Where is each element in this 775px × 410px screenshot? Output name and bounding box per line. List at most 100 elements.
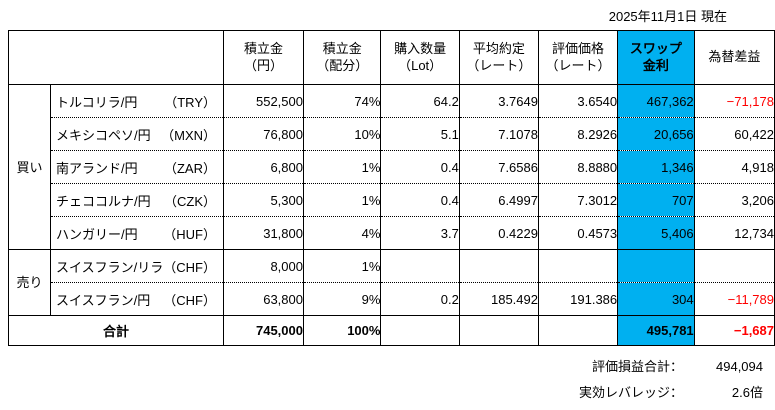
section-cell: 買い	[7, 84, 51, 250]
swap-cell: 5,406	[617, 216, 695, 250]
avg-rate-cell: 185.492	[458, 282, 539, 316]
fx-cell: 60,422	[693, 117, 775, 151]
currency-cell: トルコリラ/円 （TRY）	[50, 84, 224, 118]
amount-cell: 63,800	[223, 282, 304, 316]
total-row: 合計 745,000 100% 495,781 −1,687	[8, 315, 775, 346]
currency-code: （CHF）	[163, 292, 216, 308]
currency-code: （HUF）	[163, 226, 216, 242]
amount-cell: 6,800	[223, 150, 304, 184]
summary-block: 評価損益合計： 494,094 実効レバレッジ： 2.6倍	[579, 354, 763, 406]
header-lot: 購入数量 （Lot）	[380, 30, 460, 85]
summary-label-eval-pl: 評価損益合計：	[591, 359, 683, 374]
fx-cell: −71,178	[693, 84, 775, 118]
currency-name: トルコリラ/円	[56, 94, 138, 110]
avg-rate-cell: 3.7649	[458, 84, 539, 118]
section-cell: 売り	[7, 249, 51, 316]
alloc-cell: 74%	[302, 84, 381, 118]
table-row: ハンガリー/円 （HUF） 31,800 4% 3.7 0.4229 0.4573 5,406…	[9, 216, 775, 250]
currency-code: （ZAR）	[163, 160, 216, 176]
currency-pair: トルコリラ/円 （TRY）	[52, 92, 223, 111]
currency-name: 南アランド/円	[56, 160, 138, 176]
fx-cell: 12,734	[693, 216, 775, 250]
amount-cell: 76,800	[223, 117, 304, 151]
lot-cell: 0.2	[380, 282, 460, 316]
total-label-cell: 合計	[8, 315, 224, 346]
currency-code: （TRY）	[164, 94, 216, 110]
summary-label-leverage: 実効レバレッジ：	[578, 385, 683, 400]
avg-rate-cell: 6.4997	[458, 183, 539, 217]
section-label: 買い	[16, 159, 43, 175]
header-tsumitate-yen: 積立金 （円）	[223, 30, 304, 85]
summary-row-eval-pl: 評価損益合計： 494,094	[579, 354, 763, 380]
amount-cell: 5,300	[223, 183, 304, 217]
alloc-cell: 4%	[302, 216, 381, 250]
fx-cell: −11,789	[693, 282, 775, 316]
header-swap: スワップ 金利	[617, 30, 695, 85]
swap-cell: 467,362	[617, 84, 695, 118]
fx-cell: 4,918	[693, 150, 775, 184]
currency-cell: チェココルナ/円 （CZK）	[50, 183, 224, 217]
table-row: 買い トルコリラ/円 （TRY） 552,500 74% 64.2 3.7649 3.6540…	[7, 84, 775, 250]
eval-rate-cell	[537, 249, 618, 283]
investment-table: 積立金 （円） 積立金 （配分） 購入数量 （Lot） 平均約定 （レート） 評価価格 （レート）…	[7, 30, 775, 346]
currency-pair: メキシコペソ/円 （MXN）	[52, 125, 223, 144]
table-row: チェココルナ/円 （CZK） 5,300 1% 0.4 6.4997 7.3012 707 3,…	[9, 183, 775, 217]
header-eval-rate: 評価価格 （レート）	[537, 30, 618, 85]
currency-code: （MXN）	[161, 127, 216, 143]
currency-code: （CZK）	[163, 193, 216, 209]
section-label: 売り	[16, 275, 43, 290]
alloc-cell: 1%	[302, 150, 381, 184]
header-row: 積立金 （円） 積立金 （配分） 購入数量 （Lot） 平均約定 （レート） 評価価格 （レート）…	[8, 30, 775, 85]
header-avg-rate: 平均約定 （レート）	[458, 30, 539, 85]
avg-rate-cell	[458, 249, 539, 283]
currency-name: ハンガリー/円	[56, 226, 138, 242]
total-eval-rate-cell	[537, 315, 618, 346]
avg-rate-cell: 0.4229	[458, 216, 539, 250]
header-tsumitate-haibun: 積立金 （配分）	[302, 30, 381, 85]
currency-pair: スイスフラン/円 （CHF）	[52, 290, 223, 309]
table-row: スイスフラン/円 （CHF） 63,800 9% 0.2 185.492 191.386 30…	[9, 282, 775, 316]
total-alloc-cell: 100%	[302, 315, 381, 346]
swap-cell: 1,346	[617, 150, 695, 184]
currency-name: メキシコペソ/円	[56, 127, 151, 143]
lot-cell: 5.1	[380, 117, 460, 151]
avg-rate-cell: 7.1078	[458, 117, 539, 151]
lot-cell: 3.7	[380, 216, 460, 250]
amount-cell: 552,500	[223, 84, 304, 118]
total-avg-rate-cell	[458, 315, 539, 346]
fx-cell	[693, 249, 775, 283]
swap-cell	[617, 249, 695, 283]
alloc-cell: 9%	[302, 282, 381, 316]
eval-rate-cell: 7.3012	[537, 183, 618, 217]
table-row: 売り スイスフラン/リラ （CHF） 8,000 1%	[7, 249, 775, 316]
alloc-cell: 10%	[302, 117, 381, 151]
eval-rate-cell: 3.6540	[537, 84, 618, 118]
summary-value-leverage: 2.6倍	[731, 385, 763, 400]
as-of-date: 2025年11月1日 現在	[608, 9, 727, 24]
amount-cell: 31,800	[223, 216, 304, 250]
currency-cell: メキシコペソ/円 （MXN）	[50, 117, 224, 151]
eval-rate-cell: 8.8880	[537, 150, 618, 184]
currency-name: スイスフラン/円	[56, 292, 151, 308]
lot-cell: 64.2	[380, 84, 460, 118]
swap-cell: 707	[617, 183, 695, 217]
currency-pair: 南アランド/円 （ZAR）	[52, 158, 223, 177]
avg-rate-cell: 7.6586	[458, 150, 539, 184]
lot-cell	[380, 249, 460, 283]
total-amount-cell: 745,000	[223, 315, 304, 346]
currency-pair: ハンガリー/円 （HUF）	[52, 224, 223, 243]
summary-value-eval-pl: 494,094	[716, 359, 763, 374]
alloc-cell: 1%	[302, 249, 381, 283]
currency-code: （CHF）	[163, 259, 216, 275]
header-fx: 為替差益	[693, 30, 775, 85]
eval-rate-cell: 0.4573	[537, 216, 618, 250]
fx-cell: 3,206	[693, 183, 775, 217]
eval-rate-cell: 8.2926	[537, 117, 618, 151]
table-row: 南アランド/円 （ZAR） 6,800 1% 0.4 7.6586 8.8880 1,346 4…	[9, 150, 775, 184]
corner-cell	[8, 30, 224, 85]
summary-row-leverage: 実効レバレッジ： 2.6倍	[579, 380, 763, 406]
currency-pair: チェココルナ/円 （CZK）	[52, 191, 223, 210]
currency-cell: スイスフラン/リラ （CHF）	[50, 249, 224, 283]
alloc-cell: 1%	[302, 183, 381, 217]
